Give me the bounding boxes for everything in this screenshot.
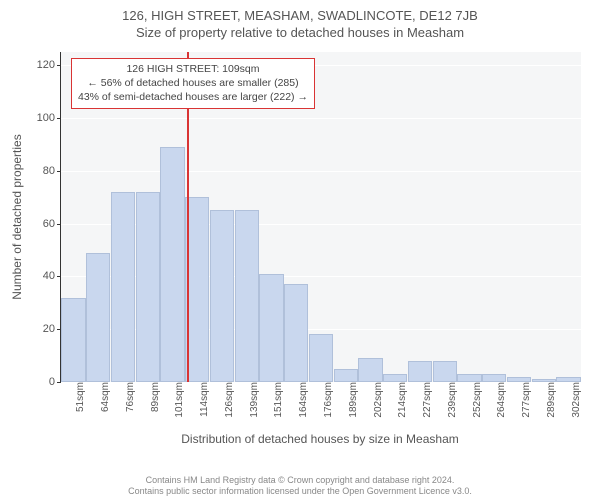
x-tick-label: 51sqm — [73, 382, 86, 412]
x-tick-label: 101sqm — [172, 382, 185, 418]
histogram-bar — [309, 334, 333, 382]
x-tick-label: 76sqm — [123, 382, 136, 412]
address-title: 126, HIGH STREET, MEASHAM, SWADLINCOTE, … — [0, 0, 600, 23]
y-axis-label-wrap: Number of detached properties — [10, 52, 24, 382]
histogram-bar — [259, 274, 283, 382]
histogram-bar — [358, 358, 382, 382]
x-tick-label: 164sqm — [296, 382, 309, 418]
y-tick-mark — [57, 171, 61, 172]
x-tick-label: 64sqm — [98, 382, 111, 412]
x-tick-label: 264sqm — [494, 382, 507, 418]
x-tick-label: 252sqm — [470, 382, 483, 418]
x-tick-label: 114sqm — [197, 382, 210, 417]
x-tick-label: 151sqm — [271, 382, 284, 418]
plot-area: 02040608010012051sqm64sqm76sqm89sqm101sq… — [60, 52, 581, 383]
x-tick-label: 214sqm — [395, 382, 408, 418]
footer-line-1: Contains HM Land Registry data © Crown c… — [0, 475, 600, 487]
histogram-bar — [86, 253, 110, 382]
histogram-bar — [457, 374, 481, 382]
annotation-line-3: 43% of semi-detached houses are larger (… — [78, 90, 308, 104]
x-tick-label: 302sqm — [569, 382, 582, 418]
histogram-bar — [284, 284, 308, 382]
chart-container: 126, HIGH STREET, MEASHAM, SWADLINCOTE, … — [0, 0, 600, 500]
y-tick-mark — [57, 118, 61, 119]
histogram-bar — [334, 369, 358, 382]
y-tick-mark — [57, 65, 61, 66]
annotation-box: 126 HIGH STREET: 109sqm ← 56% of detache… — [71, 58, 315, 109]
y-tick-mark — [57, 224, 61, 225]
histogram-bar — [433, 361, 457, 382]
x-tick-label: 289sqm — [544, 382, 557, 418]
histogram-bar — [482, 374, 506, 382]
x-tick-label: 202sqm — [371, 382, 384, 418]
histogram-bar — [111, 192, 135, 382]
x-tick-label: 189sqm — [346, 382, 359, 418]
y-axis-label: Number of detached properties — [10, 134, 24, 299]
histogram-bar — [136, 192, 160, 382]
histogram-bar — [210, 210, 234, 382]
x-tick-label: 239sqm — [445, 382, 458, 418]
annotation-line-2: ← 56% of detached houses are smaller (28… — [78, 76, 308, 90]
y-tick-mark — [57, 382, 61, 383]
x-tick-label: 89sqm — [148, 382, 161, 412]
footer-line-2: Contains public sector information licen… — [0, 486, 600, 498]
subtitle: Size of property relative to detached ho… — [0, 23, 600, 40]
x-tick-label: 176sqm — [321, 382, 334, 418]
footer: Contains HM Land Registry data © Crown c… — [0, 475, 600, 498]
gridline — [61, 171, 581, 172]
annotation-line-1: 126 HIGH STREET: 109sqm — [78, 62, 308, 76]
histogram-bar — [61, 298, 85, 382]
x-tick-label: 277sqm — [519, 382, 532, 418]
histogram-bar — [160, 147, 184, 382]
y-tick-mark — [57, 276, 61, 277]
histogram-bar — [235, 210, 259, 382]
histogram-bar — [408, 361, 432, 382]
x-axis-label: Distribution of detached houses by size … — [60, 432, 580, 446]
x-tick-label: 139sqm — [247, 382, 260, 418]
gridline — [61, 118, 581, 119]
histogram-bar — [383, 374, 407, 382]
x-tick-label: 126sqm — [222, 382, 235, 418]
x-tick-label: 227sqm — [420, 382, 433, 418]
